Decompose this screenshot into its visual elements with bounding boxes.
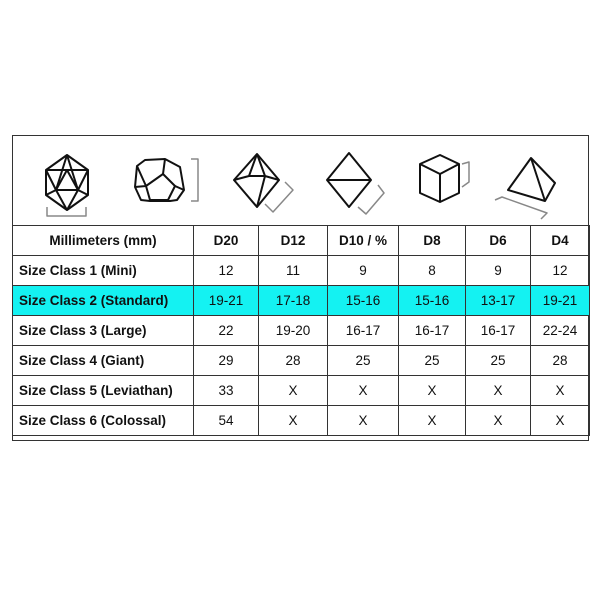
table-cell: X	[327, 405, 399, 436]
table-cell: 29	[193, 345, 259, 376]
row-label: Size Class 6 (Colossal)	[12, 405, 194, 436]
header-row: Millimeters (mm) D20 D12 D10 / % D8 D6 D4	[12, 225, 590, 256]
header-d20: D20	[193, 225, 259, 256]
table-cell: X	[530, 405, 590, 436]
d4-icon	[494, 157, 556, 220]
table-cell: X	[398, 405, 466, 436]
table-cell: 22	[193, 315, 259, 346]
header-units: Millimeters (mm)	[12, 225, 194, 256]
table-cell: 13-17	[465, 285, 531, 316]
table-cell: X	[398, 375, 466, 406]
header-d4: D4	[530, 225, 590, 256]
table-cell: 17-18	[258, 285, 328, 316]
table-row: Size Class 1 (Mini) 12 11 9 8 9 12	[12, 255, 590, 286]
row-label: Size Class 5 (Leviathan)	[12, 375, 194, 406]
table-cell: 11	[258, 255, 328, 286]
d8-icon	[233, 153, 294, 213]
dice-size-table: Millimeters (mm) D20 D12 D10 / % D8 D6 D4 Size…	[12, 225, 590, 436]
row-label: Size Class 4 (Giant)	[12, 345, 194, 376]
table-cell: 33	[193, 375, 259, 406]
table-cell: 12	[193, 255, 259, 286]
d6-icon	[419, 154, 470, 203]
table-cell: 16-17	[465, 315, 531, 346]
table-row: Size Class 3 (Large) 22 19-20 16-17 16-17 16-…	[12, 315, 590, 346]
table-cell: 28	[258, 345, 328, 376]
header-d10: D10 / %	[327, 225, 399, 256]
table-cell: 19-21	[530, 285, 590, 316]
table-row: Size Class 4 (Giant) 29 28 25 25 25 28	[12, 345, 590, 376]
table-cell: 9	[465, 255, 531, 286]
header-d12: D12	[258, 225, 328, 256]
table-cell: X	[465, 375, 531, 406]
dice-illustrations	[45, 152, 556, 220]
table-cell: X	[465, 405, 531, 436]
table-cell: 25	[398, 345, 466, 376]
table-cell: X	[258, 405, 328, 436]
table-cell: 15-16	[398, 285, 466, 316]
table-cell: X	[258, 375, 328, 406]
table-cell: 9	[327, 255, 399, 286]
table-cell: 25	[327, 345, 399, 376]
table-cell: 28	[530, 345, 590, 376]
header-d6: D6	[465, 225, 531, 256]
row-label: Size Class 1 (Mini)	[12, 255, 194, 286]
row-label: Size Class 2 (Standard)	[12, 285, 194, 316]
table-cell: 19-20	[258, 315, 328, 346]
table-cell: 54	[193, 405, 259, 436]
header-d8: D8	[398, 225, 466, 256]
table-cell: 16-17	[398, 315, 466, 346]
table-cell: 8	[398, 255, 466, 286]
table-row: Size Class 6 (Colossal) 54 X X X X X	[12, 405, 590, 436]
table-cell: 22-24	[530, 315, 590, 346]
table-cell: 19-21	[193, 285, 259, 316]
table-row: Size Class 5 (Leviathan) 33 X X X X X	[12, 375, 590, 406]
d12-icon	[134, 158, 199, 202]
table-cell: 12	[530, 255, 590, 286]
table-cell: 16-17	[327, 315, 399, 346]
d20-icon	[45, 154, 89, 217]
d10-icon	[326, 152, 385, 215]
table-cell: X	[327, 375, 399, 406]
table-row: Size Class 2 (Standard) 19-21 17-18 15-16 15…	[12, 285, 590, 316]
table-cell: X	[530, 375, 590, 406]
table-cell: 25	[465, 345, 531, 376]
table-cell: 15-16	[327, 285, 399, 316]
row-label: Size Class 3 (Large)	[12, 315, 194, 346]
